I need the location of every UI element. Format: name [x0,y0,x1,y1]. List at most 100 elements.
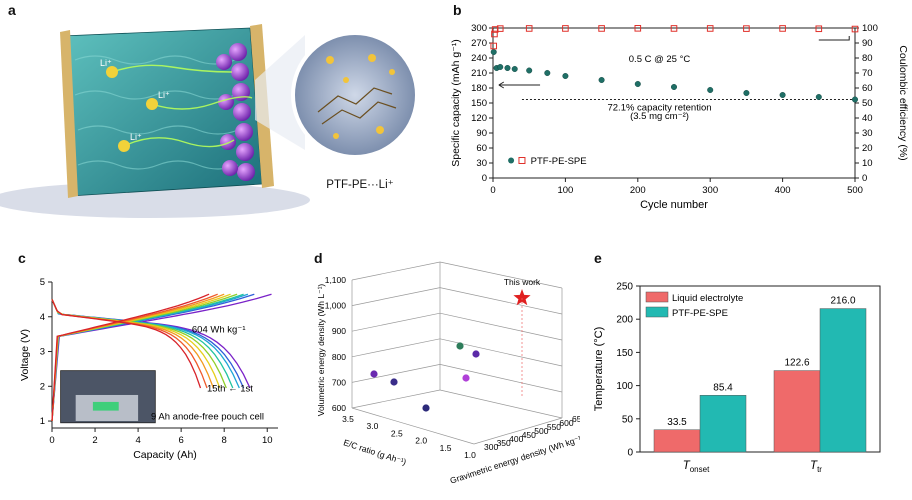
li-ion-label-3: Li⁺ [130,132,142,142]
grid-line [439,287,563,315]
grid-line [351,287,441,306]
y-tick-label: 150 [616,348,633,359]
y-left-axis-label: Specific capacity (mAh g⁻¹) [450,39,462,167]
capacity-point [562,72,569,79]
cube-edge [351,261,441,281]
grid-line [351,364,441,383]
x-axis-label: Capacity (Ah) [133,449,197,461]
x-axis-label: E/C ratio (g Ah⁻¹) [342,437,407,467]
y-tick-label: 600 [559,418,573,428]
panel-d: d 600 700 800 900 1,000 1,100 3.5 3.0 2.5 2.0 1.5 1… [300,250,580,500]
grid-line [351,338,441,358]
y-tick-label: 100 [616,381,633,392]
panel-b-label: b [453,2,462,18]
chart-d: 600 700 800 900 1,000 1,100 3.5 3.0 2.5 2.0 1.5 1.0… [316,261,580,486]
z-tick-label: 700 [332,377,346,387]
efficiency-point [490,42,498,50]
pouch-cell-annotation: 9 Ah anode-free pouch cell [151,411,264,422]
legend-swatch [645,291,669,303]
li-ion-label-2: Li⁺ [158,90,170,100]
y-tick-label: 2 [40,381,45,392]
panel-e: e 0 50 100 150 200 250 Temperature (°C) 33.5 85.… [580,250,912,500]
plot-frame [639,285,881,453]
efficiency-point [815,25,823,33]
capacity-point [852,96,859,103]
y-right-tick-label: 30 [862,128,873,139]
x-tick-label: 3.0 [366,421,378,431]
loading-annotation: (3.5 mg cm⁻²) [630,111,689,122]
this-work-label: This work [504,277,541,287]
chart-e: 0 50 100 150 200 250 Temperature (°C) 33.5 85.4 T… [593,282,881,474]
panel-c-label: c [18,250,26,266]
efficiency-point [496,25,504,32]
y-right-tick-label: 50 [862,98,873,109]
y-tick-label: 200 [616,315,633,326]
bar-value-label: 216.0 [830,296,855,307]
data-point [456,342,464,350]
x-tick-label: 2 [92,435,97,446]
y-left-tick-label: 210 [471,68,487,79]
x-tick-label: 400 [775,185,791,196]
x-tick-label: 500 [847,185,863,196]
y-left-tick-label: 30 [476,158,487,169]
z-tick-label: 900 [332,326,346,336]
y-right-tick-label: 40 [862,113,873,124]
z-tick-label: 600 [332,403,346,413]
legend-swatch [645,306,669,318]
x-tick-label: 10 [262,435,273,446]
efficiency-point [525,25,533,32]
panel-b: b 0 100 200 300 400 500 0 30 60 90 120 150 180 210 240… [445,0,912,230]
battery-schematic: Li⁺ Li⁺ Li⁺ PTF-PE···Li⁺ [0,24,419,218]
capacity-point [815,93,822,100]
capacity-point [707,86,714,93]
y-right-tick-label: 60 [862,83,873,94]
efficiency-point [598,25,605,32]
x-tick-label: 2.0 [415,436,427,446]
y-tick-label: 50 [622,414,634,425]
y-tick-label: 5 [40,277,45,288]
condition-annotation: 0.5 C @ 25 °C [629,54,691,65]
y-axis-label: Temperature (°C) [593,327,605,411]
zoom-circle [291,31,419,159]
right-axis-arrow [818,36,850,41]
x-axis-label: Cycle number [640,199,708,211]
y-tick-label: 300 [484,442,498,452]
y-left-tick-label: 180 [471,83,487,94]
li-ion-markers [106,66,158,152]
z-axis-label: Volumetric energy density (Wh L⁻¹) [316,284,326,417]
bar-value-label: 85.4 [713,382,733,393]
y-left-tick-label: 300 [471,23,487,34]
x-tick-label: 300 [702,185,718,196]
energy-annotation: 604 Wh kg⁻¹ [192,324,246,335]
y-right-tick-label: 20 [862,143,873,154]
x-tick-label: 2.5 [391,428,403,438]
y-left-tick-label: 120 [471,113,487,124]
z-tick-label: 800 [332,352,346,362]
efficiency-point [491,26,499,33]
efficiency-point [779,25,786,32]
panel-d-label: d [314,250,323,266]
zoom-caption: PTF-PE···Li⁺ [326,179,393,191]
x-tick-label: 3.5 [342,414,354,424]
efficiency-point [634,25,642,32]
y-right-tick-label: 100 [862,23,878,34]
data-point [422,404,430,412]
x-tick-label: 1.5 [440,443,452,453]
data-point [472,350,480,358]
temperature-bar [653,429,701,453]
category-label: Ttr [810,460,822,474]
y-right-tick-label: 80 [862,53,873,64]
y-tick-label: 550 [547,422,561,432]
capacity-point [490,49,497,56]
efficiency-point [851,25,859,33]
temperature-bar [819,308,867,453]
cycle-annotation: 15th ← 1st [207,384,253,395]
efficiency-point [670,25,678,32]
x-tick-label: 6 [178,435,183,446]
this-work-star [513,289,531,306]
grid-line [439,312,563,341]
x-tick-label: 1.0 [464,450,476,460]
legend-label: Liquid electrolyte [672,293,743,304]
cube-edge [351,407,475,445]
